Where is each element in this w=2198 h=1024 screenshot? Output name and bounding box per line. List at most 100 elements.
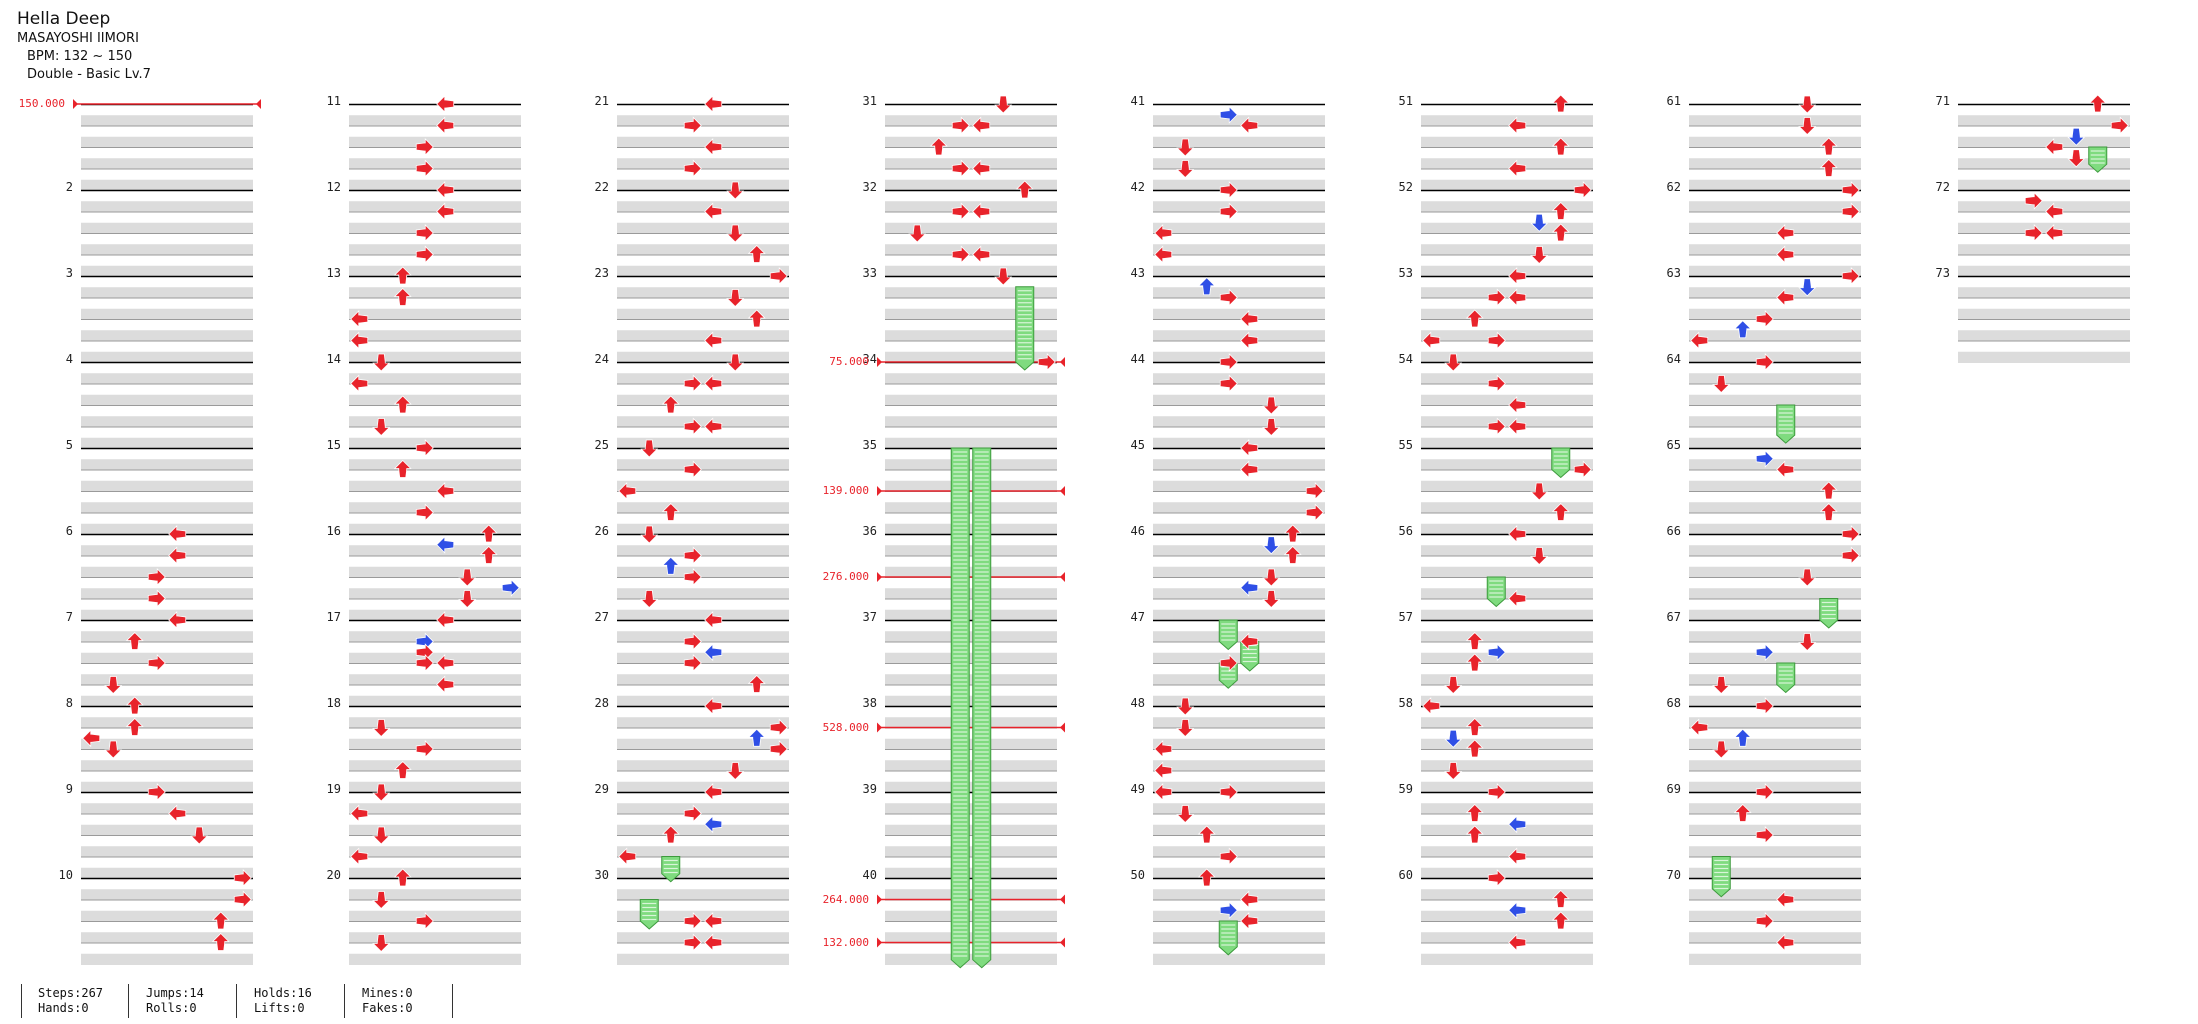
- beat-band: [1153, 824, 1325, 836]
- beat-band: [1421, 910, 1593, 922]
- beat-band: [1153, 115, 1325, 127]
- beat-band: [1421, 566, 1593, 578]
- left-arrow-icon: [436, 535, 455, 554]
- down-arrow-icon: [2067, 149, 2086, 168]
- beat-band: [81, 222, 253, 234]
- measure-number: 68: [1666, 696, 1681, 710]
- measure-number: 48: [1130, 696, 1145, 710]
- beat-band: [1689, 330, 1861, 342]
- beat-band: [1153, 158, 1325, 170]
- right-arrow-icon: [1037, 353, 1056, 371]
- bpm-marker-left: [877, 937, 882, 948]
- beat-band: [81, 179, 253, 191]
- beat-band: [349, 502, 521, 514]
- beat-band: [1153, 523, 1325, 535]
- beat-band: [81, 953, 253, 965]
- right-arrow-icon: [2110, 116, 2129, 135]
- beat-band: [349, 781, 521, 793]
- beat-band: [1153, 695, 1325, 707]
- beat-band: [1153, 781, 1325, 793]
- left-arrow-icon: [1776, 245, 1795, 264]
- beat-band: [81, 781, 253, 793]
- beat-band: [349, 158, 521, 170]
- measure-number: 51: [1398, 94, 1413, 108]
- beat-band: [885, 158, 1057, 170]
- left-arrow-icon: [1240, 632, 1259, 651]
- hold-body: [1776, 662, 1796, 694]
- beat-band: [1689, 609, 1861, 621]
- up-arrow-icon: [929, 137, 948, 156]
- right-arrow-icon: [769, 267, 788, 285]
- measure-number: 28: [594, 696, 609, 710]
- beat-band: [1153, 545, 1325, 557]
- beat-band: [1421, 330, 1593, 342]
- down-arrow-icon: [1176, 697, 1195, 716]
- measure-number: 20: [326, 868, 341, 882]
- measure-number: 50: [1130, 868, 1145, 882]
- left-arrow-icon: [1776, 460, 1795, 479]
- bpm-change-label: 139.000: [822, 484, 869, 497]
- left-arrow-icon: [350, 804, 369, 823]
- beat-band: [349, 308, 521, 320]
- beat-band: [349, 824, 521, 836]
- up-arrow-icon: [125, 717, 144, 736]
- beat-band: [885, 631, 1057, 643]
- right-arrow-icon: [1841, 202, 1860, 221]
- down-arrow-icon: [726, 762, 745, 781]
- down-arrow-icon: [1798, 568, 1817, 587]
- beat-band: [81, 588, 253, 600]
- hold-body: [639, 899, 659, 930]
- left-arrow-icon: [350, 310, 369, 328]
- beat-band: [617, 373, 789, 385]
- beat-band: [1421, 158, 1593, 170]
- left-arrow-icon: [1240, 310, 1259, 328]
- right-arrow-icon: [683, 568, 702, 586]
- left-arrow-icon: [1240, 890, 1259, 909]
- beat-band: [885, 760, 1057, 772]
- left-arrow-icon: [704, 202, 723, 221]
- right-arrow-icon: [1841, 181, 1860, 199]
- measure-number: 26: [594, 524, 609, 538]
- beat-band: [81, 330, 253, 342]
- down-arrow-icon: [372, 719, 391, 738]
- measure-number: 17: [326, 610, 341, 624]
- right-arrow-icon: [1487, 417, 1506, 436]
- measure-number: 66: [1666, 524, 1681, 538]
- bpm-change-label: 528.000: [822, 720, 869, 734]
- right-arrow-icon: [1755, 449, 1774, 468]
- measure-number: 14: [326, 352, 341, 366]
- right-arrow-icon: [1219, 901, 1238, 920]
- beat-band: [1689, 717, 1861, 729]
- beat-band: [885, 910, 1057, 922]
- left-arrow-icon: [350, 847, 369, 866]
- beat-band: [1421, 545, 1593, 557]
- down-arrow-icon: [640, 525, 659, 544]
- beat-band: [1689, 545, 1861, 557]
- beat-band: [1689, 760, 1861, 772]
- right-arrow-icon: [415, 159, 434, 178]
- beat-band: [885, 330, 1057, 342]
- right-arrow-icon: [1487, 331, 1506, 350]
- right-arrow-icon: [1755, 310, 1774, 328]
- beat-band: [349, 523, 521, 535]
- left-arrow-icon: [350, 331, 369, 350]
- beat-band: [81, 351, 253, 363]
- up-arrow-icon: [1733, 803, 1752, 822]
- beat-band: [617, 265, 789, 277]
- beat-band: [617, 222, 789, 234]
- measure-number: 27: [594, 610, 609, 624]
- down-arrow-icon: [908, 224, 927, 243]
- right-arrow-icon: [415, 224, 434, 242]
- measure-number: 15: [326, 438, 341, 452]
- beat-band: [885, 351, 1057, 363]
- right-arrow-icon: [1219, 654, 1238, 672]
- left-arrow-icon: [1240, 439, 1259, 457]
- beat-band: [885, 695, 1057, 707]
- measure-number: 64: [1666, 352, 1681, 366]
- bpm-change-label: 264.000: [822, 892, 869, 906]
- measure-number: 12: [326, 180, 341, 194]
- down-arrow-icon: [104, 740, 123, 759]
- down-arrow-icon: [1712, 676, 1731, 695]
- beat-band: [1958, 222, 2130, 234]
- up-arrow-icon: [1819, 502, 1838, 521]
